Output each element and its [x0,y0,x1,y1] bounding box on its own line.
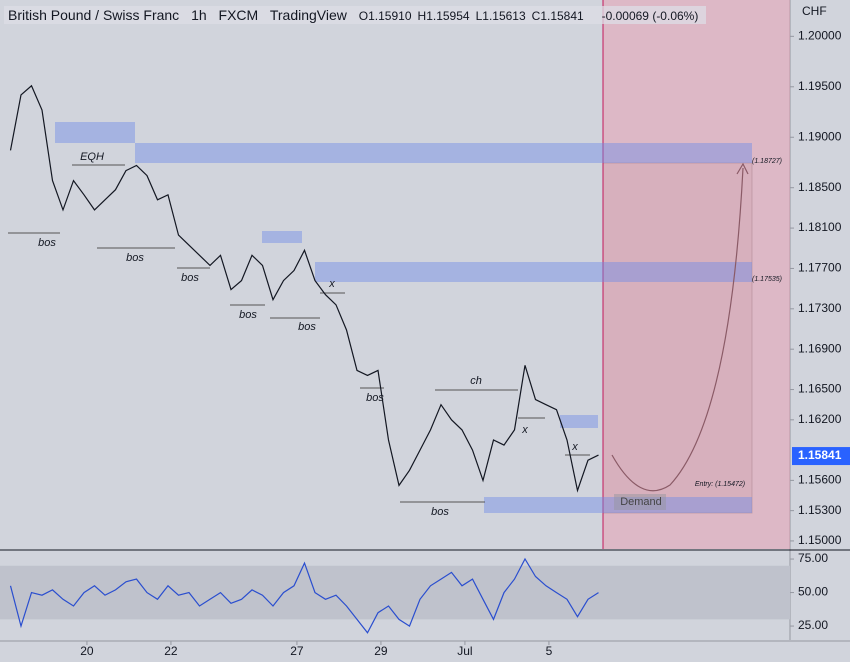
annotation: (1.18727) [752,158,782,165]
price-line [9,84,599,493]
y-tick-label: 1.15000 [798,533,842,547]
x-tick-label: Jul [457,644,472,658]
y-tick-label: 75.00 [798,551,828,565]
change: -0.00069 (-0.06%) [601,9,699,23]
ohlc-value: 1.15910 [368,9,412,23]
zone [560,415,598,428]
annotation: x [521,424,528,436]
annotation: EQH [80,151,104,163]
y-tick-label: 25.00 [798,618,828,632]
annotation: bos [366,392,384,404]
y-tick-label: 1.15300 [798,503,842,517]
ohlc-key: L [475,9,483,23]
rsi-band [0,565,790,620]
y-tick-label: 1.20000 [798,29,842,43]
annotation: bos [298,321,316,333]
projection-arrow [736,162,749,175]
annotation: bos [126,252,144,264]
symbol: British Pound / Swiss Franc [8,7,180,23]
demand-label-box [614,494,666,510]
annotation: bos [38,237,56,249]
y-tick-label: 1.18100 [798,220,842,234]
ohlc-value: 1.15954 [426,9,470,23]
y-tick-label: 1.17700 [798,261,842,275]
target-box [602,162,753,514]
annotation: bos [239,309,257,321]
interval: 1h [191,7,207,23]
y-tick-label: 1.16200 [798,412,842,426]
ohlc-key: C [531,9,541,23]
ohlc-value: 1.15841 [540,9,584,23]
y-tick-label: 1.17300 [798,301,842,315]
ohlc-key: O [358,9,369,23]
zone [135,143,752,163]
currency: CHF [802,4,827,18]
last-price-label: 1.15841 [798,448,842,462]
y-tick-label: 1.16500 [798,382,842,396]
x-tick-label: 27 [290,644,304,658]
ohlc: O1.15910 H1.15954 L1.15613 C1.15841 [359,7,590,23]
annotation: x [571,441,578,453]
platform: TradingView [269,7,347,23]
annotation: bos [431,506,449,518]
zone [262,231,302,243]
ohlc-value: 1.15613 [482,9,526,23]
y-tick-label: 1.16900 [798,341,842,355]
future-zone [603,0,790,549]
x-tick-label: 22 [164,644,178,658]
x-tick-label: 29 [374,644,388,658]
zone [315,262,752,282]
x-tick-label: 20 [80,644,94,658]
x-tick-label: 5 [546,644,553,658]
y-tick-label: 1.19500 [798,79,842,93]
axis-panel [790,0,850,662]
zone [55,122,135,143]
projection-curve [611,167,744,492]
rsi-line [9,557,599,634]
y-tick-label: 50.00 [798,585,828,599]
annotation: ch [470,375,482,387]
legend: British Pound / Swiss Franc 1h FXCM Trad… [4,6,707,24]
ohlc-key: H [417,9,427,23]
y-tick-label: 1.19000 [798,129,842,143]
y-tick-label: 1.15600 [798,473,842,487]
last-price-tag [792,447,850,466]
annotation: bos [181,272,199,284]
annotation: Entry: (1.15472) [695,481,745,488]
annotation: Demand [620,496,662,508]
exchange: FXCM [218,7,259,23]
y-tick-label: 1.18500 [798,180,842,194]
annotation: (1.17535) [752,276,782,283]
annotation: x [328,278,335,290]
